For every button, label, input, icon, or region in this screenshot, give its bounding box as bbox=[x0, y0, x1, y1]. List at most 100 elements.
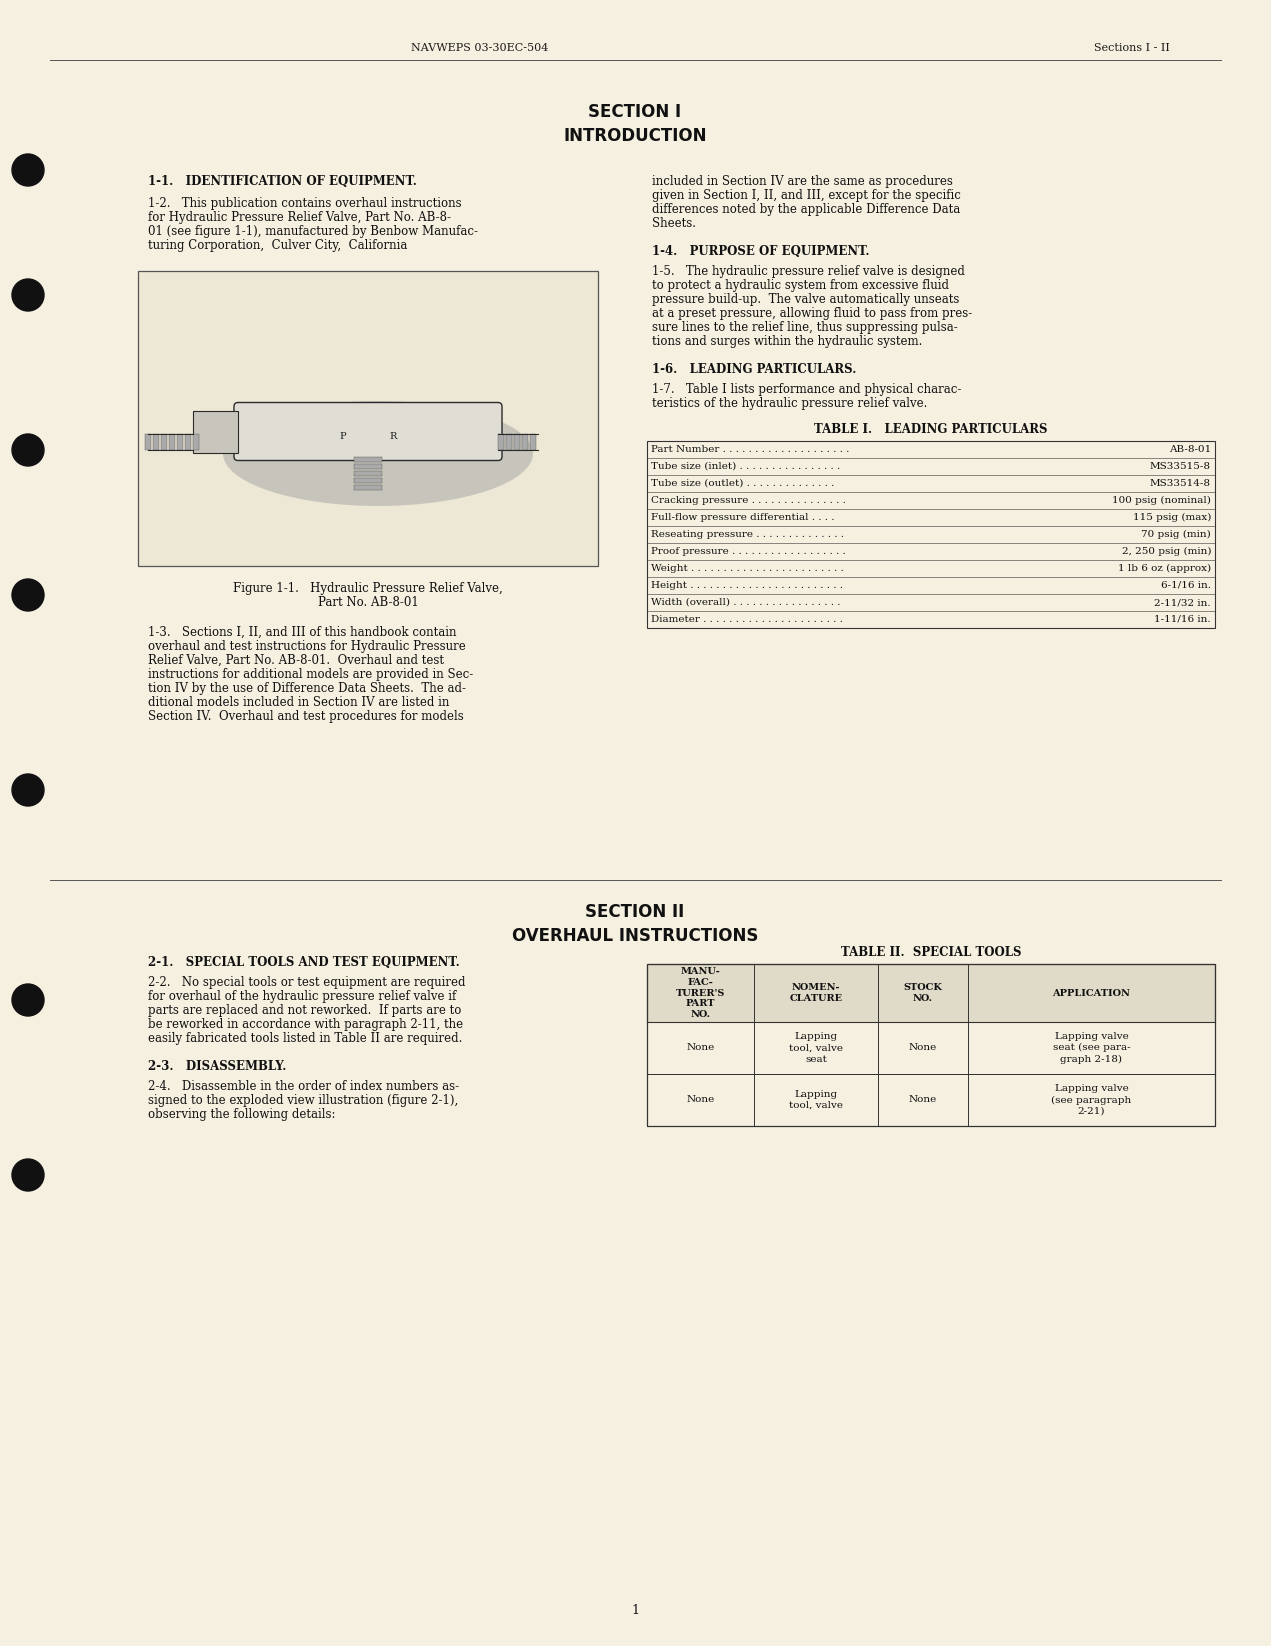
Bar bbox=[513, 433, 520, 449]
Bar bbox=[647, 1022, 1215, 1073]
Text: STOCK
NO.: STOCK NO. bbox=[904, 983, 942, 1002]
Bar bbox=[647, 965, 1215, 1022]
Circle shape bbox=[11, 155, 44, 186]
Text: P: P bbox=[339, 431, 346, 441]
Text: 70 psig (min): 70 psig (min) bbox=[1141, 530, 1211, 538]
Bar bbox=[530, 433, 536, 449]
Text: ditional models included in Section IV are listed in: ditional models included in Section IV a… bbox=[147, 696, 450, 709]
Text: 1-4.   PURPOSE OF EQUIPMENT.: 1-4. PURPOSE OF EQUIPMENT. bbox=[652, 245, 869, 258]
Bar bbox=[647, 965, 1215, 1126]
Text: None: None bbox=[909, 1096, 937, 1104]
Text: 115 psig (max): 115 psig (max) bbox=[1132, 514, 1211, 522]
Bar bbox=[145, 433, 151, 449]
Text: None: None bbox=[686, 1096, 714, 1104]
Text: 2-2.   No special tools or test equipment are required: 2-2. No special tools or test equipment … bbox=[147, 976, 465, 989]
Text: Width (overall) . . . . . . . . . . . . . . . . .: Width (overall) . . . . . . . . . . . . … bbox=[651, 597, 840, 607]
Bar bbox=[647, 441, 1215, 629]
Text: Full-flow pressure differential . . . .: Full-flow pressure differential . . . . bbox=[651, 514, 835, 522]
Text: observing the following details:: observing the following details: bbox=[147, 1108, 336, 1121]
Text: 1: 1 bbox=[630, 1603, 639, 1616]
Bar bbox=[506, 433, 512, 449]
Text: easily fabricated tools listed in Table II are required.: easily fabricated tools listed in Table … bbox=[147, 1032, 463, 1045]
Text: Diameter . . . . . . . . . . . . . . . . . . . . . .: Diameter . . . . . . . . . . . . . . . .… bbox=[651, 616, 843, 624]
Text: 2-4.   Disassemble in the order of index numbers as-: 2-4. Disassemble in the order of index n… bbox=[147, 1080, 459, 1093]
Text: pressure build-up.  The valve automatically unseats: pressure build-up. The valve automatical… bbox=[652, 293, 960, 306]
Text: Lapping
tool, valve
seat: Lapping tool, valve seat bbox=[789, 1032, 843, 1063]
Bar bbox=[355, 456, 383, 461]
FancyBboxPatch shape bbox=[234, 403, 502, 461]
Bar bbox=[193, 410, 238, 453]
Text: Section IV.  Overhaul and test procedures for models: Section IV. Overhaul and test procedures… bbox=[147, 709, 464, 723]
Text: NAVWEPS 03-30EC-504: NAVWEPS 03-30EC-504 bbox=[412, 43, 549, 53]
Text: 6-1/16 in.: 6-1/16 in. bbox=[1160, 581, 1211, 589]
Text: Figure 1-1.   Hydraulic Pressure Relief Valve,: Figure 1-1. Hydraulic Pressure Relief Va… bbox=[233, 583, 503, 594]
Text: Sheets.: Sheets. bbox=[652, 217, 697, 230]
Bar bbox=[355, 477, 383, 482]
Text: 2-3.   DISASSEMBLY.: 2-3. DISASSEMBLY. bbox=[147, 1060, 286, 1073]
Text: at a preset pressure, allowing fluid to pass from pres-: at a preset pressure, allowing fluid to … bbox=[652, 308, 972, 319]
Circle shape bbox=[11, 280, 44, 311]
Bar bbox=[647, 1073, 1215, 1126]
Bar bbox=[193, 433, 200, 449]
Text: APPLICATION: APPLICATION bbox=[1052, 989, 1130, 997]
Text: Sections I - II: Sections I - II bbox=[1094, 43, 1171, 53]
Text: given in Section I, II, and III, except for the specific: given in Section I, II, and III, except … bbox=[652, 189, 961, 202]
Text: turing Corporation,  Culver City,  California: turing Corporation, Culver City, Califor… bbox=[147, 239, 408, 252]
Bar bbox=[169, 433, 175, 449]
Text: Weight . . . . . . . . . . . . . . . . . . . . . . . .: Weight . . . . . . . . . . . . . . . . .… bbox=[651, 565, 844, 573]
Circle shape bbox=[11, 984, 44, 1016]
Text: 1-11/16 in.: 1-11/16 in. bbox=[1154, 616, 1211, 624]
Bar bbox=[177, 433, 183, 449]
Text: Tube size (inlet) . . . . . . . . . . . . . . . .: Tube size (inlet) . . . . . . . . . . . … bbox=[651, 463, 840, 471]
Ellipse shape bbox=[222, 402, 533, 505]
Text: Lapping valve
seat (see para-
graph 2-18): Lapping valve seat (see para- graph 2-18… bbox=[1052, 1032, 1130, 1063]
Text: 1-1.   IDENTIFICATION OF EQUIPMENT.: 1-1. IDENTIFICATION OF EQUIPMENT. bbox=[147, 174, 417, 188]
Text: to protect a hydraulic system from excessive fluid: to protect a hydraulic system from exces… bbox=[652, 280, 949, 291]
Bar bbox=[153, 433, 159, 449]
Bar bbox=[522, 433, 527, 449]
Text: Tube size (outlet) . . . . . . . . . . . . . .: Tube size (outlet) . . . . . . . . . . .… bbox=[651, 479, 834, 487]
Text: NOMEN-
CLATURE: NOMEN- CLATURE bbox=[789, 983, 843, 1002]
Text: 1-6.   LEADING PARTICULARS.: 1-6. LEADING PARTICULARS. bbox=[652, 364, 857, 375]
Text: signed to the exploded view illustration (figure 2-1),: signed to the exploded view illustration… bbox=[147, 1095, 459, 1108]
Text: SECTION II: SECTION II bbox=[586, 904, 685, 922]
Text: be reworked in accordance with paragraph 2-11, the: be reworked in accordance with paragraph… bbox=[147, 1017, 463, 1030]
Bar bbox=[139, 272, 597, 566]
Circle shape bbox=[11, 579, 44, 611]
Text: instructions for additional models are provided in Sec-: instructions for additional models are p… bbox=[147, 668, 473, 681]
Bar bbox=[355, 464, 383, 469]
Text: Lapping valve
(see paragraph
2-21): Lapping valve (see paragraph 2-21) bbox=[1051, 1085, 1131, 1116]
Text: for Hydraulic Pressure Relief Valve, Part No. AB-8-: for Hydraulic Pressure Relief Valve, Par… bbox=[147, 211, 451, 224]
Text: AB-8-01: AB-8-01 bbox=[1169, 444, 1211, 454]
Bar bbox=[355, 471, 383, 476]
Text: TABLE II.  SPECIAL TOOLS: TABLE II. SPECIAL TOOLS bbox=[840, 946, 1022, 960]
Text: 100 psig (nominal): 100 psig (nominal) bbox=[1112, 495, 1211, 505]
Text: 1-3.   Sections I, II, and III of this handbook contain: 1-3. Sections I, II, and III of this han… bbox=[147, 625, 456, 639]
Text: MANU-
FAC-
TURER'S
PART
NO.: MANU- FAC- TURER'S PART NO. bbox=[676, 966, 726, 1019]
Text: 2, 250 psig (min): 2, 250 psig (min) bbox=[1121, 546, 1211, 556]
Text: tions and surges within the hydraulic system.: tions and surges within the hydraulic sy… bbox=[652, 336, 923, 347]
Text: Lapping
tool, valve: Lapping tool, valve bbox=[789, 1090, 843, 1109]
Bar bbox=[498, 433, 505, 449]
Text: 2-11/32 in.: 2-11/32 in. bbox=[1154, 597, 1211, 607]
Circle shape bbox=[11, 435, 44, 466]
Text: teristics of the hydraulic pressure relief valve.: teristics of the hydraulic pressure reli… bbox=[652, 397, 928, 410]
Text: R: R bbox=[389, 431, 397, 441]
Text: Reseating pressure . . . . . . . . . . . . . .: Reseating pressure . . . . . . . . . . .… bbox=[651, 530, 844, 538]
Text: OVERHAUL INSTRUCTIONS: OVERHAUL INSTRUCTIONS bbox=[512, 927, 759, 945]
Circle shape bbox=[11, 774, 44, 807]
Bar bbox=[161, 433, 167, 449]
Text: TABLE I.   LEADING PARTICULARS: TABLE I. LEADING PARTICULARS bbox=[815, 423, 1047, 436]
Text: Part No. AB-8-01: Part No. AB-8-01 bbox=[318, 596, 418, 609]
Text: parts are replaced and not reworked.  If parts are to: parts are replaced and not reworked. If … bbox=[147, 1004, 461, 1017]
Text: Proof pressure . . . . . . . . . . . . . . . . . .: Proof pressure . . . . . . . . . . . . .… bbox=[651, 546, 845, 556]
Text: 1-7.   Table I lists performance and physical charac-: 1-7. Table I lists performance and physi… bbox=[652, 384, 961, 397]
Text: Part Number . . . . . . . . . . . . . . . . . . . .: Part Number . . . . . . . . . . . . . . … bbox=[651, 444, 849, 454]
Text: 1 lb 6 oz (approx): 1 lb 6 oz (approx) bbox=[1118, 565, 1211, 573]
Text: None: None bbox=[909, 1044, 937, 1052]
Text: None: None bbox=[686, 1044, 714, 1052]
Text: included in Section IV are the same as procedures: included in Section IV are the same as p… bbox=[652, 174, 953, 188]
Text: for overhaul of the hydraulic pressure relief valve if: for overhaul of the hydraulic pressure r… bbox=[147, 989, 456, 1002]
Text: Height . . . . . . . . . . . . . . . . . . . . . . . .: Height . . . . . . . . . . . . . . . . .… bbox=[651, 581, 843, 589]
Bar bbox=[355, 484, 383, 489]
